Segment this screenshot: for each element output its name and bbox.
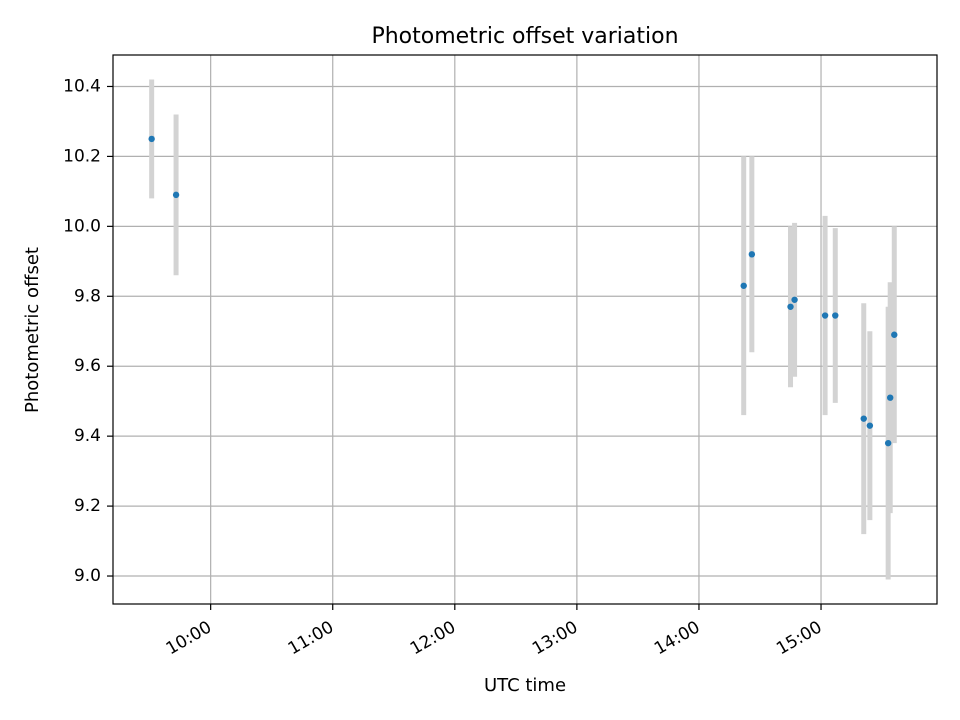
data-point — [172, 191, 180, 199]
chart-title: Photometric offset variation — [371, 24, 678, 49]
x-tick-label: 15:00 — [773, 617, 825, 659]
y-tick-label: 10.4 — [63, 76, 101, 96]
plot-frame — [112, 54, 938, 605]
x-tick-label: 10:00 — [163, 617, 215, 659]
y-tick-label: 10.2 — [63, 146, 101, 166]
data-point — [866, 422, 874, 429]
data-point — [791, 296, 798, 303]
data-point — [891, 331, 898, 338]
y-tick-label: 10.0 — [63, 216, 101, 236]
data-point — [740, 282, 747, 289]
data-point — [148, 135, 155, 143]
data-point — [821, 312, 829, 319]
y-tick-label: 9.6 — [74, 356, 101, 376]
data-point — [748, 251, 756, 258]
x-tick-label: 11:00 — [285, 617, 337, 659]
x-tick-label: 12:00 — [407, 617, 459, 659]
x-tick-label: 13:00 — [529, 617, 581, 659]
data-point — [887, 394, 894, 401]
data-point — [884, 439, 892, 447]
x-tick-label: 14:00 — [651, 617, 703, 659]
y-tick-label: 9.4 — [74, 426, 101, 446]
grid-lines — [113, 55, 937, 604]
y-axis-label: Photometric offset — [22, 247, 43, 413]
y-tick-label: 9.0 — [74, 566, 101, 586]
error-bars — [149, 79, 897, 580]
data-points — [148, 135, 898, 447]
y-tick-label: 9.2 — [74, 496, 101, 516]
data-point — [860, 415, 867, 422]
y-tick-label: 9.8 — [74, 286, 101, 306]
x-axis-label: UTC time — [484, 675, 566, 696]
data-point — [832, 312, 839, 319]
data-point — [787, 303, 794, 310]
